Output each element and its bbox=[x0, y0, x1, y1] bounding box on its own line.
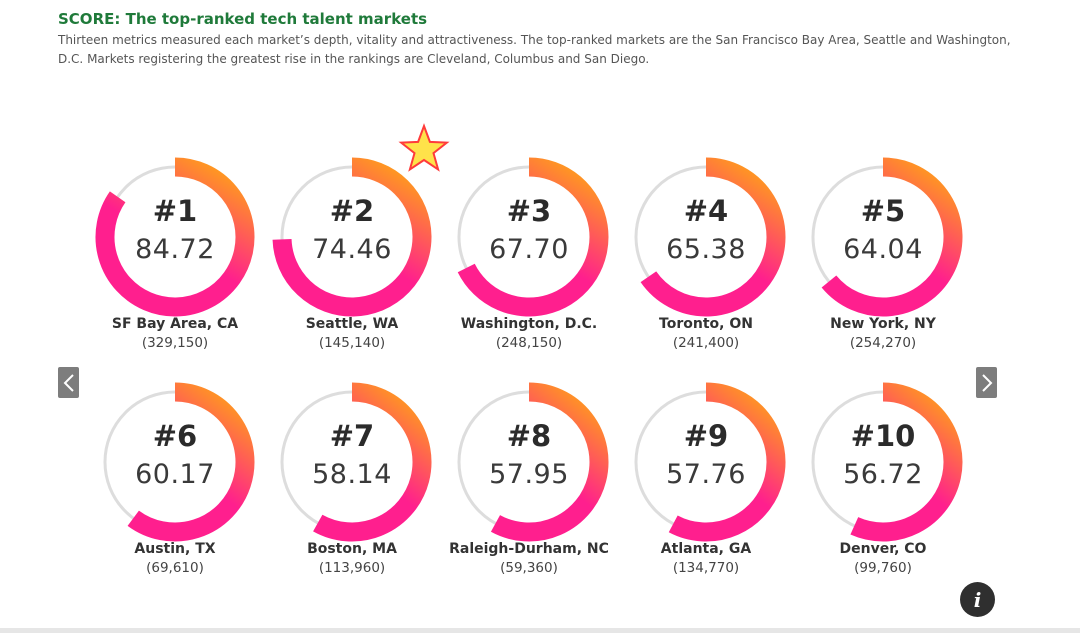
gauge-city: SF Bay Area, CA bbox=[111, 316, 239, 332]
gauge-rank: #2 bbox=[329, 194, 375, 228]
gauge-svg bbox=[811, 382, 963, 542]
gauge-population: (241,400) bbox=[672, 335, 740, 351]
gauge-population: (99,760) bbox=[854, 560, 912, 576]
gauge-svg bbox=[457, 157, 609, 317]
gauge-score: 67.70 bbox=[489, 234, 569, 265]
gauge-rank: #8 bbox=[506, 419, 552, 453]
gauge-arc bbox=[850, 382, 963, 542]
gauge-arc bbox=[668, 382, 786, 542]
gauge-arc bbox=[640, 157, 786, 317]
gauge-city: Austin, TX bbox=[134, 541, 216, 557]
gauge-population: (69,610) bbox=[146, 560, 204, 576]
gauge-population: (134,770) bbox=[672, 560, 740, 576]
gauge-city: Seattle, WA bbox=[305, 316, 399, 332]
gauge-city: New York, NY bbox=[830, 316, 936, 332]
gauge-rank: #10 bbox=[850, 419, 916, 453]
gauge-population: (113,960) bbox=[318, 560, 386, 576]
gauge-svg bbox=[811, 157, 963, 317]
gauge-rank: #6 bbox=[152, 419, 198, 453]
gauge-score: 64.04 bbox=[843, 234, 923, 265]
gauge-rank: #9 bbox=[683, 419, 729, 453]
gauge-population: (59,360) bbox=[500, 560, 558, 576]
gauge-population: (145,140) bbox=[318, 335, 386, 351]
gauge-rank: #5 bbox=[860, 194, 906, 228]
chart-subtitle: Thirteen metrics measured each market’s … bbox=[58, 33, 1011, 66]
gauge-score: 60.17 bbox=[135, 459, 215, 490]
bottom-bar bbox=[0, 628, 1080, 633]
gauge-card: #3 67.70 Washington, D.C. (248,150) bbox=[441, 150, 617, 380]
chart-title: SCORE: The top-ranked tech talent market… bbox=[58, 10, 428, 28]
gauge-svg bbox=[103, 382, 255, 542]
gauge-arc bbox=[127, 382, 255, 542]
gauge-rank: #1 bbox=[152, 194, 198, 228]
gauge-card: #8 57.95 Raleigh-Durham, NC (59,360) bbox=[441, 375, 617, 605]
gauge-rank: #3 bbox=[506, 194, 552, 228]
info-icon: i bbox=[973, 587, 982, 612]
gauge-svg bbox=[272, 123, 450, 317]
gauge-arc bbox=[272, 157, 432, 317]
gauge-card: #10 56.72 Denver, CO (99,760) bbox=[795, 375, 971, 605]
gauge-score: 84.72 bbox=[135, 234, 215, 265]
gauge-arc bbox=[490, 382, 609, 542]
chevron-right-icon bbox=[981, 373, 992, 392]
gauge-card: #5 64.04 New York, NY (254,270) bbox=[795, 150, 971, 380]
gauge-city: Washington, D.C. bbox=[460, 316, 598, 332]
header: SCORE: The top-ranked tech talent market… bbox=[58, 10, 1018, 69]
gauge-rank: #7 bbox=[329, 419, 375, 453]
gauge-svg bbox=[634, 382, 786, 542]
gauge-score: 56.72 bbox=[843, 459, 923, 490]
gauge-rank: #4 bbox=[683, 194, 729, 228]
star-icon bbox=[398, 123, 450, 172]
gauge-card: #2 74.46 Seattle, WA (145,140) bbox=[264, 123, 450, 380]
gauge-city: Raleigh-Durham, NC bbox=[449, 541, 609, 557]
gauge-card: #1 84.72 SF Bay Area, CA (329,150) bbox=[87, 150, 263, 380]
next-button[interactable] bbox=[976, 367, 997, 398]
gauge-score: 57.95 bbox=[489, 459, 569, 490]
gauge-population: (329,150) bbox=[141, 335, 209, 351]
gauge-arc bbox=[821, 157, 963, 317]
gauge-score: 57.76 bbox=[666, 459, 746, 490]
gauge-score: 65.38 bbox=[666, 234, 746, 265]
prev-button[interactable] bbox=[58, 367, 79, 398]
gauge-city: Toronto, ON bbox=[659, 316, 753, 332]
gauge-svg bbox=[457, 382, 609, 542]
gauge-arc bbox=[95, 157, 255, 317]
gauge-card: #4 65.38 Toronto, ON (241,400) bbox=[618, 150, 794, 380]
gauge-city: Boston, MA bbox=[307, 541, 397, 557]
gauge-card: #6 60.17 Austin, TX (69,610) bbox=[87, 375, 263, 605]
gauge-svg bbox=[634, 157, 786, 317]
gauge-population: (248,150) bbox=[495, 335, 563, 351]
gauge-population: (254,270) bbox=[849, 335, 917, 351]
info-button[interactable]: i bbox=[960, 582, 995, 617]
gauge-card: #7 58.14 Boston, MA (113,960) bbox=[264, 375, 440, 605]
gauge-score: 74.46 bbox=[312, 234, 392, 265]
gauge-svg bbox=[95, 157, 255, 317]
gauge-card: #9 57.76 Atlanta, GA (134,770) bbox=[618, 375, 794, 605]
gauge-arc bbox=[457, 157, 609, 317]
gauge-city: Denver, CO bbox=[839, 541, 927, 557]
gauge-score: 58.14 bbox=[312, 459, 392, 490]
gauge-arc bbox=[313, 382, 432, 542]
chevron-left-icon bbox=[63, 373, 74, 392]
gauge-city: Atlanta, GA bbox=[660, 541, 752, 557]
gauge-svg bbox=[280, 382, 432, 542]
